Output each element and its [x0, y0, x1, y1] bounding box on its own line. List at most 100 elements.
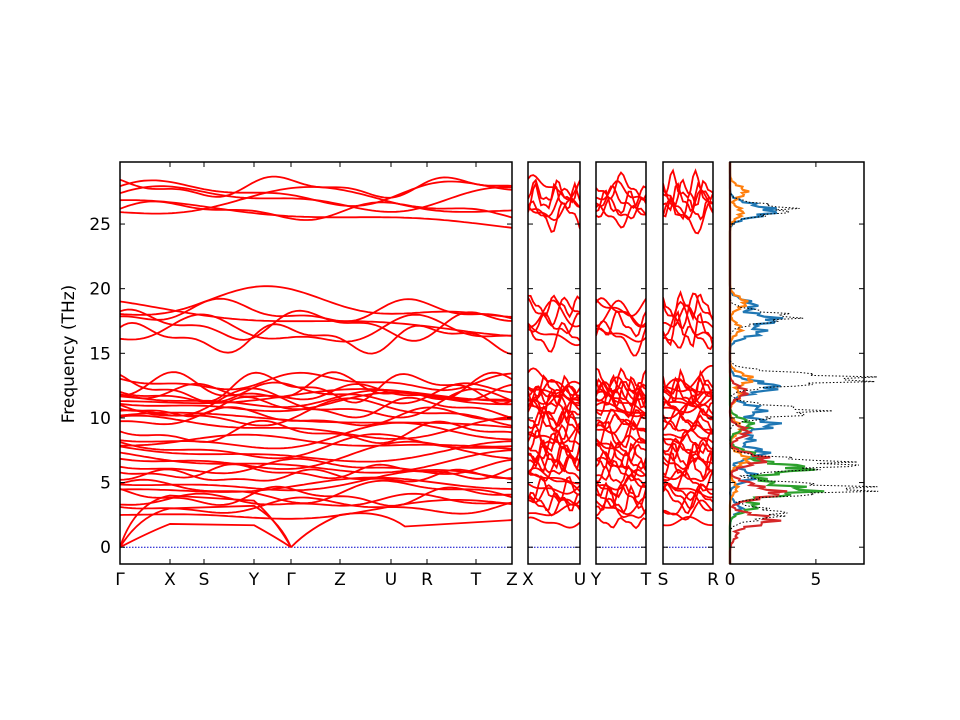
phonon-band: [120, 478, 512, 505]
x-tick-label: Z: [334, 570, 346, 590]
phonon-band: [663, 178, 713, 208]
x-tick-label: S: [199, 570, 210, 590]
band-lines: [528, 174, 580, 548]
panel-frame: [119, 161, 513, 565]
x-tick-label: T: [470, 570, 482, 590]
phonon-band: [528, 299, 580, 328]
phonon-band: [596, 441, 646, 465]
phonon-band: [120, 308, 512, 342]
dos-series-line: [728, 162, 754, 564]
phonon-band: [663, 300, 713, 340]
phonon-band: [120, 414, 512, 440]
phonon-band: [663, 367, 713, 403]
phonon-band: [528, 389, 580, 422]
phonon-band: [596, 408, 646, 426]
phonon-band: [528, 294, 580, 319]
phonon-band: [528, 427, 580, 453]
phonon-band: [596, 459, 646, 482]
phonon-band: [596, 203, 646, 229]
phonon-band: [596, 437, 646, 457]
phonon-band: [528, 312, 580, 335]
x-tick-label: Y: [590, 570, 602, 590]
phonon-band: [528, 200, 580, 234]
phonon-band: [663, 292, 713, 330]
phonon-band: [663, 419, 713, 433]
phonon-band: [120, 175, 512, 199]
phonon-band: [663, 424, 713, 439]
x-tick-label: S: [658, 570, 669, 590]
phonon-band: [528, 482, 580, 495]
phonon-band: [528, 467, 580, 492]
phonon-band: [528, 378, 580, 402]
phonon-band: [528, 423, 580, 446]
phonon-band: [663, 469, 713, 492]
phonon-band: [528, 410, 580, 433]
x-tick-label: 5: [810, 570, 821, 590]
phonon-band: [663, 491, 713, 516]
phonon-band: [120, 406, 512, 427]
phonon-band: [596, 319, 646, 357]
phonon-band: [663, 388, 713, 414]
phonon-band: [596, 373, 646, 402]
acoustic-band: [120, 523, 292, 548]
acoustic-band: [120, 494, 292, 548]
phonon-band: [120, 457, 512, 475]
phonon-band: [120, 381, 512, 405]
phonon-band: [663, 440, 713, 464]
y-tick-label: 15: [89, 344, 111, 364]
x-tick-label: Γ: [286, 570, 296, 590]
phonon-band: [528, 431, 580, 462]
phonon-band: [663, 194, 713, 221]
panel-frame: [662, 161, 714, 565]
phonon-band: [528, 322, 580, 347]
phonon-band: [120, 433, 512, 460]
phonon-band: [528, 443, 580, 470]
band-lines: [120, 175, 512, 548]
phonon-band: [596, 197, 646, 220]
x-tick-label: R: [707, 570, 719, 590]
panel-frame: [527, 161, 581, 565]
acoustic-band: [290, 512, 512, 548]
phonon-band: [528, 516, 580, 529]
phonon-band: [596, 367, 646, 398]
phonon-band: [663, 412, 713, 433]
phonon-band: [528, 374, 580, 399]
phonon-band: [528, 380, 580, 395]
phonon-band: [120, 468, 512, 483]
band-lines: [663, 168, 713, 548]
phonon-band: [120, 421, 512, 450]
phonon-band: [528, 178, 580, 204]
phonon-band: [120, 476, 512, 493]
panel-frame: [595, 161, 647, 565]
phonon-band: [663, 429, 713, 455]
phonon-band: [528, 174, 580, 201]
phonon-band: [663, 365, 713, 393]
phonon-band: [528, 491, 580, 512]
phonon-band: [596, 474, 646, 498]
phonon-band: [663, 309, 713, 348]
phonon-band: [528, 484, 580, 505]
phonon-band: [596, 440, 646, 472]
phonon-band: [120, 321, 512, 356]
phonon-band: [663, 515, 713, 527]
phonon-band: [663, 442, 713, 472]
phonon-band: [596, 185, 646, 209]
phonon-band: [596, 180, 646, 202]
phonon-band: [596, 516, 646, 530]
phonon-band: [596, 171, 646, 202]
phonon-band: [596, 310, 646, 338]
phonon-band: [596, 387, 646, 419]
x-tick-label: U: [574, 570, 586, 590]
phonon-band: [528, 495, 580, 517]
y-axis-label: Frequency (THz): [59, 285, 79, 424]
phonon-band: [120, 389, 512, 408]
phonon-band: [120, 440, 512, 463]
phonon-band: [528, 296, 580, 327]
phonon-band: [596, 299, 646, 328]
phonon-band: [120, 449, 512, 474]
x-tick-label: Y: [248, 570, 260, 590]
